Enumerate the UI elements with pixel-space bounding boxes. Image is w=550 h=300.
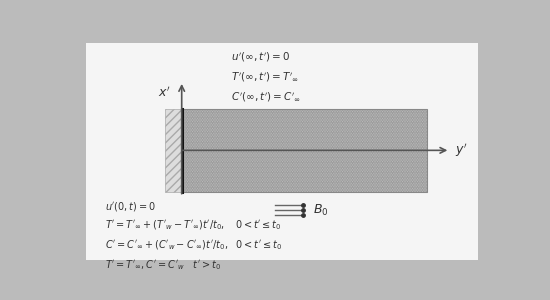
Bar [164, 109, 183, 192]
Text: $u'(0,t)=0$
$T'=T'_{\infty}+(T'_{w}-T'_{\infty})t'/t_0,$   $0<t'\leq t_0$
$C'=C': $u'(0,t)=0$ $T'=T'_{\infty}+(T'_{w}-T'_{… [105, 200, 282, 272]
Text: $u'(\infty,t')=0$
$T'(\infty,t')=T'_{\infty}$
$C'(\infty,t')=C'_{\infty}$: $u'(\infty,t')=0$ $T'(\infty,t')=T'_{\in… [231, 51, 301, 104]
Text: $B_0$: $B_0$ [313, 203, 329, 218]
Bar [182, 109, 427, 192]
Text: $x'$: $x'$ [158, 85, 171, 100]
Text: $y'$: $y'$ [455, 142, 468, 159]
